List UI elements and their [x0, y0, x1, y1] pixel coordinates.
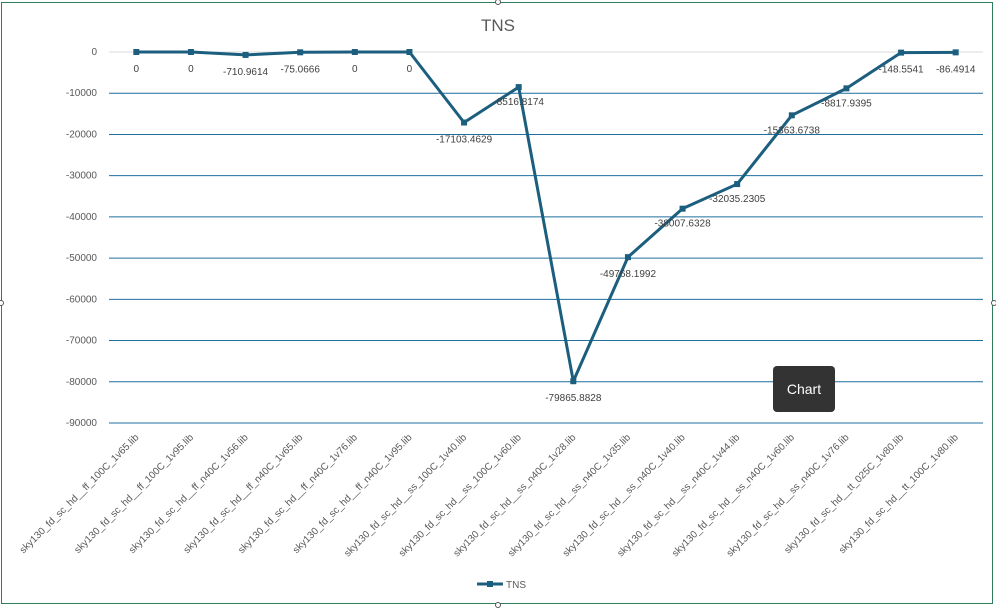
- data-label: 0: [407, 64, 413, 75]
- y-tick-label: -40000: [66, 212, 98, 223]
- x-tick-label: sky130_fd_sc_hd__ff_n40C_1v95.lib: [291, 432, 415, 556]
- data-label: -8516.8174: [493, 97, 544, 108]
- x-tick-label: sky130_fd_sc_hd__ss_n40C_1v44.lib: [615, 432, 742, 559]
- data-label: -8817.9395: [821, 98, 872, 109]
- data-point[interactable]: [679, 205, 686, 212]
- resize-handle-right[interactable]: [991, 300, 996, 306]
- resize-handle-left[interactable]: [0, 300, 4, 306]
- data-label: -17103.4629: [436, 135, 493, 146]
- data-label: 0: [188, 64, 194, 75]
- x-tick-label: sky130_fd_sc_hd__ss_100C_1v40.lib: [342, 432, 469, 559]
- y-tick-label: -50000: [66, 253, 98, 264]
- data-label: -86.4914: [936, 64, 976, 75]
- series-line-tns: [136, 50, 956, 383]
- chart-title: TNS: [481, 16, 515, 35]
- data-point[interactable]: [843, 85, 850, 92]
- data-point[interactable]: [734, 181, 741, 188]
- data-label: 0: [134, 64, 140, 75]
- x-tick-label: sky130_fd_sc_hd__ss_n40C_1v76.lib: [725, 432, 852, 559]
- y-tick-label: -10000: [66, 88, 98, 99]
- y-tick-label: -80000: [66, 377, 98, 388]
- data-label: -148.5541: [879, 65, 924, 76]
- y-tick-label: -30000: [66, 171, 98, 182]
- x-tick-label: sky130_fd_sc_hd__ff_n40C_1v56.lib: [127, 432, 251, 556]
- y-axis-ticks: 0 -10000 -20000 -30000 -40000 -50000 -60000 -70…: [66, 47, 98, 429]
- legend-label-tns: TNS: [506, 580, 526, 591]
- x-tick-label: sky130_fd_sc_hd__ff_n40C_1v65.lib: [182, 432, 306, 556]
- x-tick-label: sky130_fd_sc_hd__ss_n40C_1v60.lib: [670, 432, 797, 559]
- data-point[interactable]: [461, 119, 468, 126]
- x-tick-label: sky130_fd_sc_hd__ff_100C_1v95.lib: [72, 432, 196, 556]
- data-point[interactable]: [297, 49, 304, 56]
- data-point[interactable]: [187, 49, 194, 55]
- x-tick-label: sky130_fd_sc_hd__ss_n40C_1v40.lib: [561, 432, 688, 559]
- data-point[interactable]: [351, 49, 358, 55]
- x-tick-label: sky130_fd_sc_hd__tt_025C_1v80.lib: [782, 432, 906, 556]
- data-label: -49768.1992: [600, 269, 657, 280]
- data-labels: 0 0 -710.9614 -75.0666 0 0 -17103.4629 -8516.81…: [134, 64, 976, 404]
- y-tick-label: -60000: [66, 294, 98, 305]
- data-label: 0: [352, 64, 358, 75]
- data-point[interactable]: [515, 84, 522, 91]
- data-label: -15363.6738: [764, 125, 821, 136]
- x-tick-label: sky130_fd_sc_hd__ss_n40C_1v28.lib: [452, 432, 579, 559]
- data-point[interactable]: [624, 254, 631, 261]
- x-tick-label: sky130_fd_sc_hd__ss_100C_1v60.lib: [397, 432, 524, 559]
- data-point[interactable]: [406, 49, 413, 55]
- data-point[interactable]: [952, 49, 959, 56]
- series-tns: [133, 49, 959, 385]
- x-tick-label: sky130_fd_sc_hd__ff_n40C_1v76.lib: [236, 432, 360, 556]
- data-label: -79865.8828: [545, 393, 602, 404]
- y-tick-label: -20000: [66, 129, 98, 140]
- data-point[interactable]: [788, 112, 795, 119]
- data-label: -32035.2305: [709, 194, 766, 205]
- x-tick-label: sky130_fd_sc_hd__ss_n40C_1v35.lib: [506, 432, 633, 559]
- data-label: -710.9614: [223, 67, 268, 78]
- data-point[interactable]: [133, 49, 140, 55]
- y-tick-label: -90000: [66, 418, 98, 429]
- x-axis-ticks: sky130_fd_sc_hd__ff_100C_1v65.libsky130_…: [18, 432, 961, 559]
- data-label: -75.0666: [280, 64, 320, 75]
- data-point[interactable]: [898, 49, 905, 56]
- data-point[interactable]: [570, 378, 577, 385]
- x-tick-label: sky130_fd_sc_hd__ff_100C_1v65.lib: [18, 432, 142, 556]
- y-tick-label: 0: [91, 47, 97, 58]
- y-tick-label: -70000: [66, 336, 98, 347]
- data-label: -38007.6328: [654, 219, 711, 230]
- data-point[interactable]: [242, 51, 249, 58]
- gridlines: [109, 51, 983, 424]
- legend: TNS: [477, 580, 526, 591]
- resize-handle-top[interactable]: [495, 0, 501, 5]
- chart-tooltip: Chart: [773, 366, 835, 412]
- x-tick-label: sky130_fd_sc_hd__tt_100C_1v80.lib: [837, 432, 961, 556]
- legend-marker-tns: [487, 581, 493, 587]
